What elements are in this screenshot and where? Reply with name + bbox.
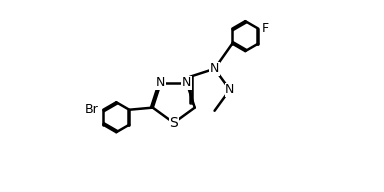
Text: F: F [262,22,269,35]
Text: N: N [225,83,235,96]
Text: Br: Br [85,103,99,116]
Text: N: N [182,76,192,89]
Text: N: N [156,76,166,89]
Text: N: N [210,62,219,75]
Text: S: S [169,116,178,130]
